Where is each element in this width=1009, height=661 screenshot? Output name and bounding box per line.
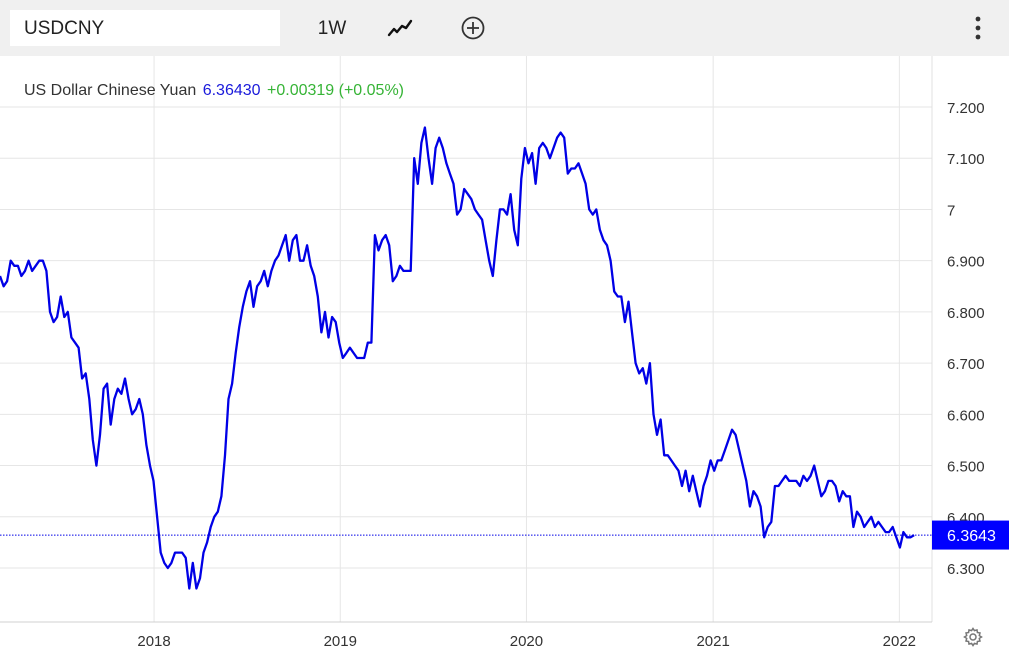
y-tick-label: 6.900: [947, 254, 985, 271]
y-tick-label: 6.700: [947, 356, 985, 373]
toolbar: USDCNY 1W: [0, 0, 1009, 56]
instrument-name: US Dollar Chinese Yuan: [24, 82, 197, 99]
x-tick-label: 2019: [324, 633, 357, 650]
x-tick-label: 2022: [883, 633, 916, 650]
y-tick-label: 7: [947, 202, 955, 219]
line-chart-icon[interactable]: [382, 10, 418, 46]
y-tick-label: 7.100: [947, 151, 985, 168]
plus-circle-icon[interactable]: [455, 10, 491, 46]
x-tick-label: 2018: [137, 633, 170, 650]
y-tick-label: 6.300: [947, 561, 985, 578]
y-tick-label: 6.600: [947, 407, 985, 424]
x-axis: 2018 2019 2020 2021 2022: [137, 633, 916, 650]
quote-header: US Dollar Chinese Yuan 6.36430 +0.00319 …: [24, 82, 406, 100]
quote-change: +0.00319 (+0.05%): [267, 82, 404, 99]
gear-icon[interactable]: [962, 626, 984, 648]
series-line-usdcny: [0, 126, 915, 590]
last-price-label: 6.3643: [947, 528, 996, 545]
y-tick-label: 7.200: [947, 100, 985, 117]
y-axis: 7.2007.10076.9006.8006.7006.6006.5006.40…: [947, 100, 985, 578]
quote-price: 6.36430: [202, 82, 261, 99]
grid: [0, 56, 932, 622]
y-tick-label: 6.800: [947, 305, 985, 322]
period-button[interactable]: 1W: [317, 18, 347, 39]
more-vertical-icon[interactable]: [960, 10, 996, 46]
chart-area: [0, 56, 1009, 661]
symbol-input[interactable]: USDCNY: [10, 10, 280, 46]
x-tick-label: 2021: [696, 633, 729, 650]
last-price-badge: [932, 520, 1009, 550]
x-tick-label: 2020: [510, 633, 543, 650]
y-tick-label: 6.500: [947, 459, 985, 476]
series-points: [0, 127, 914, 588]
price-chart[interactable]: 7.2007.10076.9006.8006.7006.6006.5006.40…: [0, 56, 1009, 661]
